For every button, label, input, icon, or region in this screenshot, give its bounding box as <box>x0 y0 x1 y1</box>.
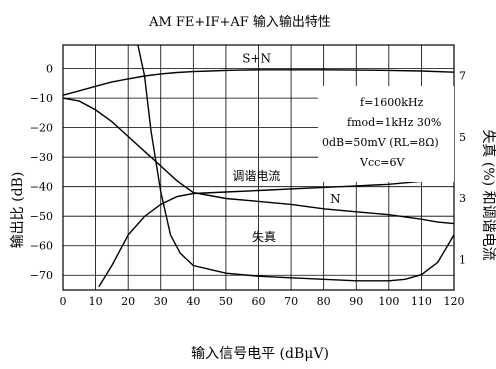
series-n-line <box>62 97 455 225</box>
annotation-line: fmod=1kHz 30% <box>347 116 441 129</box>
x-tick-label: 0 <box>60 295 67 308</box>
annotation-line: f=1600kHz <box>360 96 424 109</box>
annotation: f=1600kHz fmod=1kHz 30% 0dB=50mV (RL=8Ω) Vc… <box>322 96 441 169</box>
annotation-line: 0dB=50mV (RL=8Ω) <box>322 136 439 149</box>
x-axis-ticks: 0 10 20 30 40 50 60 70 80 90 100 110 120 <box>60 295 465 308</box>
x-tick-label: 90 <box>349 295 363 308</box>
y-tick-label: −50 <box>30 210 53 223</box>
series-label: S+N <box>242 52 271 66</box>
x-tick-label: 60 <box>252 295 266 308</box>
y2-tick-label: 7 <box>459 70 466 83</box>
x-tick-label: 50 <box>219 295 233 308</box>
y-tick-label: 0 <box>46 63 53 76</box>
x-tick-label: 10 <box>89 295 103 308</box>
y-axis-ticks: 0 −10 −20 −30 −40 −50 −60 −70 <box>30 63 53 283</box>
series-tuning-current-line <box>98 177 455 288</box>
x-tick-label: 120 <box>444 295 465 308</box>
y2-tick-label: 3 <box>459 192 466 205</box>
y-tick-label: −10 <box>30 92 53 105</box>
series-label: 调谐电流 <box>232 169 280 183</box>
x-tick-label: 40 <box>186 295 200 308</box>
annotation-line: Vcc=6V <box>359 156 405 169</box>
y-tick-label: −30 <box>30 151 53 164</box>
y2-axis-label: 失真 (%) 和调谐电流 <box>480 129 496 260</box>
x-axis-label: 输入信号电平 (dBμV) <box>191 346 329 362</box>
x-tick-label: 80 <box>317 295 331 308</box>
x-tick-label: 100 <box>378 295 399 308</box>
y-tick-label: −40 <box>30 181 53 194</box>
series-label: 失真 <box>252 229 276 244</box>
x-tick-label: 20 <box>121 295 135 308</box>
series-s-plus-n-line <box>62 69 455 96</box>
chart-title: AM FE+IF+AF 输入输出特性 <box>148 14 331 30</box>
series-label: N <box>330 192 341 206</box>
y-tick-label: −20 <box>30 122 53 135</box>
series-group <box>62 44 455 288</box>
y2-axis-ticks: 7 5 3 1 <box>459 70 466 267</box>
annotation-box <box>318 86 454 182</box>
y-tick-label: −60 <box>30 240 53 253</box>
y2-tick-label: 5 <box>459 131 466 144</box>
y2-tick-label: 1 <box>459 253 466 266</box>
y-tick-label: −70 <box>30 269 53 282</box>
y-axis-label: 输出比 (dB) <box>10 172 26 249</box>
x-tick-label: 110 <box>411 295 432 308</box>
series-distortion-line <box>137 44 455 282</box>
x-tick-label: 30 <box>154 295 168 308</box>
x-tick-label: 70 <box>284 295 298 308</box>
